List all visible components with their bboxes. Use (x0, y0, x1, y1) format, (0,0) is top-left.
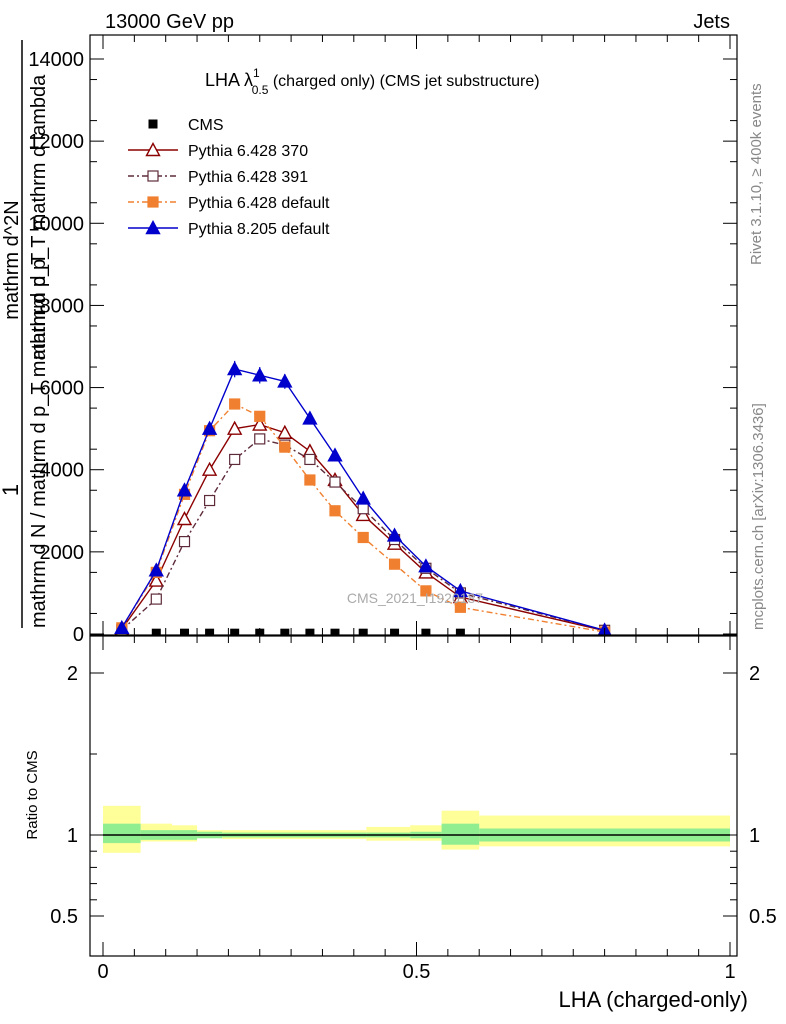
series-3-point-2 (176, 482, 193, 497)
axes-layer: 0 2000 4000 6000 8000 10000 12000 14000 0 0.5 1 0.5… (28, 34, 777, 983)
series-1-point-8 (329, 476, 341, 488)
series-2-point-5 (254, 410, 266, 422)
ratio-ytick-label-right-0: 0.5 (749, 906, 777, 928)
series-2-point-6 (279, 441, 291, 453)
series-1-point-9 (357, 503, 369, 515)
series-1-point-2 (178, 535, 191, 548)
watermark: CMS_2021_I1920187 (347, 590, 483, 606)
main-plot-frame (89, 34, 738, 636)
series-3-point-11 (418, 558, 434, 573)
ylabel-num1: 1 (0, 484, 23, 496)
series-3-point-9 (355, 490, 371, 505)
series-3-point-5 (252, 367, 268, 382)
legend: CMS Pythia 6.428 370 Pythia 6.428 391 Pythi… (128, 117, 330, 238)
mcplots-label: mcplots.cern.ch [arXiv:1306.3436] (750, 403, 767, 630)
ylabel-num2: mathrm d^2N (1, 200, 23, 319)
series-3-point-8 (327, 447, 343, 462)
legend-marker-3 (147, 196, 159, 208)
series-1-point-4 (229, 453, 241, 466)
series-2-point-9 (357, 531, 369, 544)
series-layer (114, 360, 612, 635)
series-2-point-4 (229, 398, 241, 410)
series-1-point-5 (254, 433, 266, 445)
series-1-point-7 (304, 453, 316, 466)
ratio-ytick-label-right-2: 2 (749, 663, 760, 685)
legend-label-0: CMS (188, 117, 224, 134)
ratio-bands (103, 805, 730, 853)
series-0-point-6 (277, 424, 293, 439)
legend-label-2: Pythia 6.428 391 (188, 169, 308, 186)
series-3-point-1 (148, 562, 164, 577)
main-ytick-label-4: 8000 (40, 295, 85, 317)
rivet-label: Rivet 3.1.10, ≥ 400k events (748, 83, 765, 265)
legend-marker-4 (145, 220, 161, 235)
header-left: 13000 GeV pp (105, 11, 234, 33)
series-3-point-6 (277, 373, 293, 388)
main-ytick-label-3: 6000 (40, 378, 85, 400)
data-point-7 (330, 628, 340, 635)
series-3-point-4 (226, 361, 243, 376)
series-3-point-7 (302, 410, 318, 425)
series-0-point-2 (176, 511, 193, 526)
series-0-point-9 (355, 506, 371, 522)
main-ytick-label-2: 4000 (40, 460, 85, 482)
x-axis-label: LHA (charged-only) (558, 987, 748, 1012)
data-point-11 (455, 628, 465, 635)
xtick-label-1: 0.5 (403, 961, 431, 983)
series-line-2 (121, 403, 605, 633)
legend-marker-0 (148, 119, 158, 129)
y-axis-label-main: 1 mathrm d N / mathrm d p_T mathrm d p_T… (0, 40, 50, 628)
series-2-point-7 (304, 474, 316, 486)
main-ytick-label-0: 0 (73, 624, 84, 646)
series-0-point-3 (201, 461, 218, 476)
series-2-point-11 (420, 585, 432, 597)
series-0-point-5 (252, 416, 268, 431)
series-1-point-1 (150, 593, 162, 605)
y-axis-label-ratio: Ratio to CMS (24, 750, 41, 839)
data-point-2 (205, 628, 215, 635)
series-1-point-3 (203, 494, 216, 507)
series-0-point-1 (148, 572, 164, 587)
legend-marker-1 (145, 142, 161, 157)
series-0-point-4 (226, 420, 243, 435)
data-point-9 (390, 628, 400, 635)
series-2-point-12 (454, 601, 466, 613)
series-line-3 (121, 368, 605, 631)
data-point-0 (151, 628, 161, 635)
ratio-plot-frame (89, 635, 738, 957)
series-3-point-10 (386, 527, 403, 542)
data-point-10 (421, 628, 431, 635)
series-3-point-12 (452, 582, 469, 598)
plot-title: LHA λ1 0.5 (charged only) (CMS jet substr… (205, 66, 540, 97)
main-ytick-label-1: 2000 (40, 542, 85, 564)
ratio-ytick-label-0: 0.5 (50, 906, 78, 928)
xtick-label-0: 0 (97, 961, 108, 983)
main-ytick-label-6: 12000 (28, 131, 84, 153)
legend-label-3: Pythia 6.428 default (188, 195, 330, 212)
main-ytick-label-7: 14000 (28, 49, 84, 71)
ratio-ytick-label-right-1: 1 (749, 825, 760, 847)
data-point-1 (180, 628, 190, 635)
header-right: Jets (693, 11, 730, 33)
data-point-6 (305, 628, 315, 635)
xtick-label-2: 1 (724, 961, 735, 983)
series-2-point-8 (329, 505, 341, 517)
main-ytick-label-5: 10000 (28, 213, 84, 235)
data-point-5 (280, 628, 290, 635)
series-3-point-3 (201, 420, 218, 435)
legend-label-4: Pythia 8.205 default (188, 221, 330, 238)
series-2-point-10 (388, 558, 401, 570)
legend-label-1: Pythia 6.428 370 (188, 143, 308, 160)
ratio-ytick-label-2: 2 (67, 663, 78, 685)
ylabel-den1: mathrm d N / mathrm d p_T mathrm d p_T (28, 253, 50, 628)
data-point-8 (358, 628, 368, 635)
ratio-band-inner-0 (103, 823, 141, 844)
ylabel-den2: mathrm d p_T mathrm d lambda (28, 74, 50, 360)
series-3-point-0 (114, 619, 130, 635)
data-point-3 (230, 628, 240, 635)
ratio-ytick-label-1: 1 (67, 825, 78, 847)
legend-marker-2 (147, 170, 159, 182)
ratio-band-inner-7 (441, 823, 480, 845)
